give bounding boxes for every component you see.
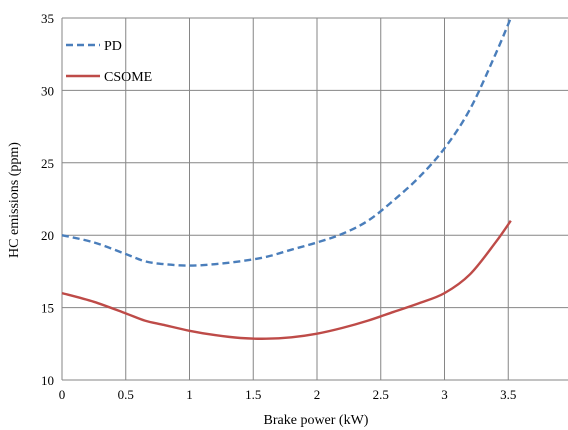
y-tick-label: 30 — [41, 83, 54, 98]
axes — [61, 18, 568, 381]
x-tick-label: 1 — [186, 387, 193, 402]
x-tick-label: 2 — [314, 387, 321, 402]
x-tick-label: 0 — [59, 387, 66, 402]
y-tick-label: 10 — [41, 373, 54, 388]
x-axis-title: Brake power (kW) — [264, 413, 369, 428]
series-line-csome — [61, 220, 512, 340]
y-axis-title: HC emissions (ppm) — [7, 142, 22, 258]
legend-label-csome: CSOME — [104, 70, 152, 85]
x-tick-label: 1.5 — [245, 387, 261, 402]
x-tick-label: 3.5 — [500, 387, 516, 402]
x-tick-label: 3 — [441, 387, 448, 402]
legend-label-pd: PD — [104, 39, 122, 54]
series-line-pd — [61, 17, 512, 267]
x-tick-label: 0.5 — [118, 387, 134, 402]
y-tick-label: 15 — [41, 301, 54, 316]
x-tick-label: 2.5 — [373, 387, 389, 402]
legend: PD CSOME — [66, 39, 152, 85]
y-tick-label: 35 — [41, 11, 54, 26]
grid-lines — [61, 17, 568, 381]
series-layer — [61, 17, 512, 340]
y-tick-label: 25 — [41, 156, 54, 171]
y-tick-label: 20 — [41, 228, 54, 243]
